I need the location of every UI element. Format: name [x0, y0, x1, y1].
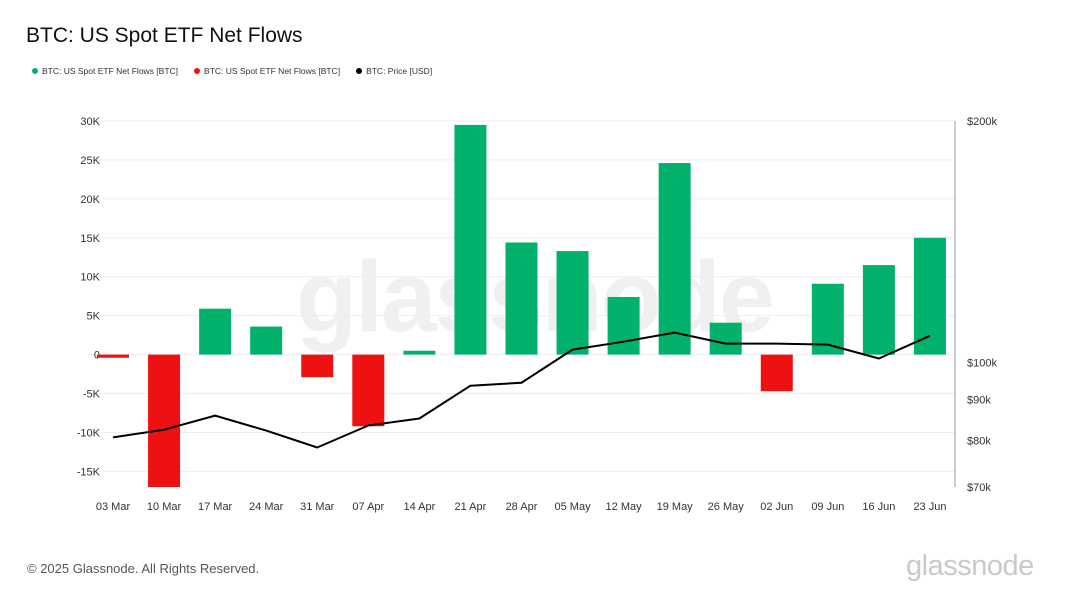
bar-12-may	[607, 296, 640, 355]
brand-logo: glassnode	[906, 550, 1034, 582]
legend-item-price[interactable]: BTC: Price [USD]	[356, 66, 432, 76]
x-tick-label: 14 Apr	[403, 501, 435, 513]
x-tick-label: 12 May	[606, 501, 643, 513]
bar-31-mar	[301, 354, 334, 378]
bar-17-mar	[199, 308, 232, 355]
right-tick-label: $100k	[967, 358, 997, 370]
bar-02-jun	[760, 354, 793, 392]
legend-dot-red	[194, 68, 201, 74]
legend-label: BTC: Price [USD]	[366, 66, 433, 76]
x-tick-label: 03 Mar	[96, 501, 131, 513]
right-tick-label: $70k	[967, 482, 991, 494]
x-tick-label: 07 Apr	[352, 501, 384, 513]
legend-dot-black	[356, 68, 363, 74]
bar-19-may	[658, 163, 691, 355]
left-tick-label: 15K	[80, 233, 100, 245]
left-tick-label: 10K	[80, 272, 100, 284]
bar-07-apr	[352, 354, 385, 427]
bar-28-apr	[505, 242, 538, 355]
bar-23-jun	[913, 237, 946, 355]
left-tick-label: -5K	[83, 389, 101, 401]
copyright: © 2025 Glassnode. All Rights Reserved.	[27, 561, 260, 576]
x-tick-label: 24 Mar	[249, 501, 284, 513]
x-tick-label: 21 Apr	[455, 501, 487, 513]
x-tick-label: 02 Jun	[760, 501, 793, 513]
left-tick-label: 5K	[87, 311, 101, 323]
legend-label: BTC: US Spot ETF Net Flows [BTC]	[204, 66, 341, 76]
bar-24-mar	[250, 326, 283, 355]
legend-item-outflows[interactable]: BTC: US Spot ETF Net Flows [BTC]	[194, 66, 340, 76]
bar-26-may	[709, 322, 742, 355]
legend: BTC: US Spot ETF Net Flows [BTC] BTC: US…	[32, 66, 432, 76]
x-tick-label: 17 Mar	[198, 501, 233, 513]
bar-10-mar	[148, 354, 181, 487]
left-tick-label: 20K	[80, 194, 100, 206]
left-tick-label: -10K	[77, 427, 101, 439]
legend-dot-green	[32, 68, 38, 74]
left-tick-label: 30K	[80, 116, 100, 128]
left-tick-label: 0	[94, 350, 100, 362]
bar-21-apr	[454, 124, 487, 355]
bar-05-may	[556, 251, 589, 355]
left-tick-label: 25K	[80, 155, 100, 167]
bar-03-mar	[97, 354, 129, 358]
legend-item-inflows[interactable]: BTC: US Spot ETF Net Flows [BTC]	[32, 66, 178, 76]
x-tick-label: 19 May	[657, 501, 694, 513]
x-tick-label: 28 Apr	[506, 501, 538, 513]
chart-title: BTC: US Spot ETF Net Flows	[26, 24, 303, 47]
legend-label: BTC: US Spot ETF Net Flows [BTC]	[42, 66, 179, 76]
right-tick-label: $200k	[967, 116, 997, 128]
x-tick-label: 23 Jun	[913, 501, 946, 513]
x-tick-label: 31 Mar	[300, 501, 335, 513]
right-tick-label: $80k	[967, 435, 991, 447]
x-tick-label: 09 Jun	[811, 501, 844, 513]
x-tick-label: 10 Mar	[147, 501, 182, 513]
x-tick-label: 05 May	[555, 501, 592, 513]
left-tick-label: -15K	[77, 466, 101, 478]
bar-09-jun	[811, 283, 844, 355]
right-tick-label: $90k	[967, 394, 991, 406]
bar-14-apr	[403, 350, 436, 355]
bar-16-jun	[862, 265, 895, 355]
x-tick-label: 26 May	[708, 501, 745, 513]
x-tick-label: 16 Jun	[862, 501, 895, 513]
